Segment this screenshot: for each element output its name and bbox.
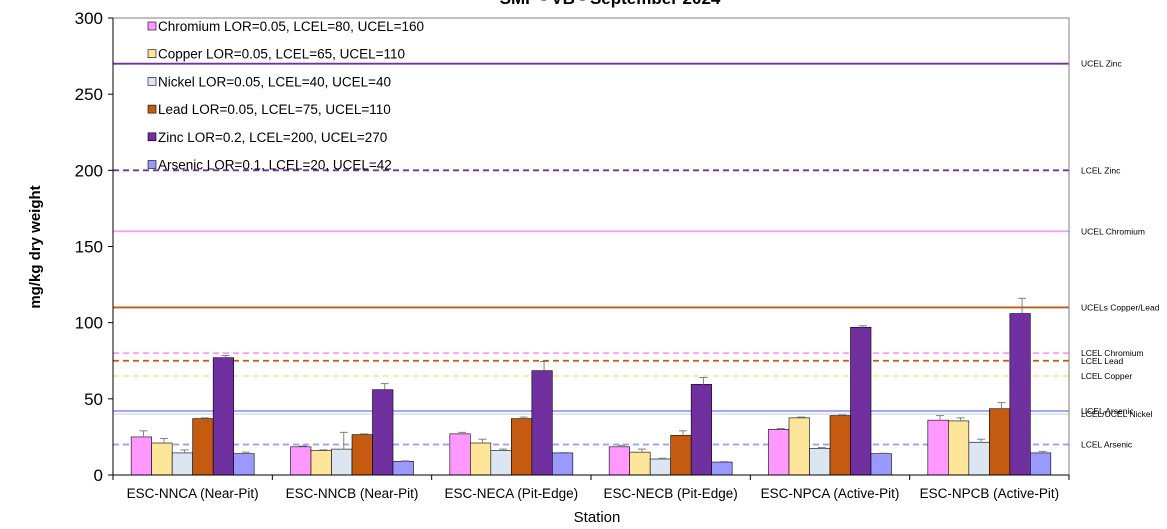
y-tick-label: 250	[75, 85, 103, 104]
legend-label: Lead LOR=0.05, LCEL=75, UCEL=110	[158, 102, 391, 117]
x-tick-label: ESC-NNCB (Near-Pit)	[286, 486, 419, 501]
bar	[649, 458, 671, 476]
bar	[989, 408, 1011, 476]
bars	[130, 297, 1052, 476]
y-tick-label: 100	[75, 314, 103, 333]
reference-line-label: LCEL/UCEL Nickel	[1081, 409, 1153, 419]
bar	[212, 357, 234, 476]
bar	[531, 370, 553, 476]
bar	[351, 434, 373, 476]
x-tick-label: ESC-NPCA (Active-Pit)	[761, 486, 900, 501]
legend-label: Chromium LOR=0.05, LCEL=80, UCEL=160	[158, 19, 424, 34]
bar	[670, 435, 692, 476]
reference-line-label: LCEL Lead	[1081, 356, 1123, 366]
bar	[690, 384, 712, 476]
y-tick-label: 300	[75, 9, 103, 28]
bar	[927, 419, 949, 476]
legend-swatch	[147, 160, 157, 169]
reference-line-label: UCELs Copper/Lead	[1081, 302, 1160, 312]
bar	[490, 450, 512, 476]
bar	[1030, 452, 1052, 476]
bar	[1009, 313, 1031, 476]
reference-line-label: UCEL Zinc	[1081, 59, 1123, 69]
y-tick-label: 0	[94, 466, 103, 485]
legend-swatch	[147, 104, 157, 114]
y-tick-label: 50	[84, 390, 103, 409]
x-tick-label: ESC-NPCB (Active-Pit)	[920, 486, 1060, 501]
legend-swatch	[147, 77, 157, 86]
bar	[711, 461, 733, 476]
reference-line-label: LCEL Copper	[1081, 371, 1132, 381]
y-tick-label: 200	[75, 161, 103, 180]
reference-lines	[113, 62, 1069, 446]
bar	[788, 417, 810, 476]
reference-line-labels: UCEL Zinc LCEL Zinc UCEL Chromium UCELs Cop…	[1081, 59, 1160, 450]
x-tick-label: ESC-NECB (Pit-Edge)	[604, 486, 738, 501]
bar	[392, 460, 414, 476]
bar	[870, 453, 892, 476]
legend: Chromium LOR=0.05, LCEL=80, UCEL=160 Copp…	[147, 19, 424, 173]
y-tick-label: 150	[75, 238, 103, 257]
bar	[192, 418, 214, 476]
bar	[948, 420, 970, 476]
legend-swatch	[147, 21, 157, 31]
bar	[331, 448, 353, 476]
bar	[968, 441, 990, 476]
bar	[608, 446, 630, 476]
bar	[511, 418, 533, 476]
bar	[768, 428, 790, 476]
bar	[552, 452, 574, 476]
legend-swatch	[147, 132, 157, 142]
bar	[850, 326, 872, 476]
x-axis-label: Station	[574, 509, 621, 526]
bar	[449, 433, 471, 476]
chart-title: SMP - VB - September 2024	[500, 0, 721, 8]
bar	[470, 442, 492, 476]
bar	[130, 436, 152, 476]
bar	[310, 450, 332, 476]
bar	[290, 446, 312, 476]
reference-line-label: LCEL Arsenic	[1081, 440, 1133, 450]
reference-line-label: UCEL Arsenic	[1081, 406, 1134, 416]
bar	[233, 453, 255, 476]
bar	[829, 415, 851, 476]
reference-line-label: LCEL Zinc	[1081, 165, 1121, 175]
y-axis-label: mg/kg dry weight	[27, 185, 44, 308]
legend-label: Copper LOR=0.05, LCEL=65, UCEL=110	[158, 47, 405, 62]
legend-label: Nickel LOR=0.05, LCEL=40, UCEL=40	[158, 74, 391, 89]
bar	[629, 451, 651, 476]
bar	[809, 448, 831, 476]
x-tick-label: ESC-NNCA (Near-Pit)	[127, 486, 259, 501]
bar	[171, 452, 193, 476]
reference-line-label: LCEL Chromium	[1081, 348, 1144, 358]
axes: 0 50 100 150 200 250 300 ESC-NNCA (Near-Pit) ESC…	[75, 9, 1070, 501]
reference-line-label: UCEL Chromium	[1081, 226, 1145, 236]
bar	[151, 442, 173, 476]
legend-swatch	[147, 49, 157, 59]
legend-label: Zinc LOR=0.2, LCEL=200, UCEL=270	[158, 130, 387, 145]
x-tick-label: ESC-NECA (Pit-Edge)	[445, 486, 579, 501]
bar	[372, 389, 394, 476]
legend-label: Arsenic LOR=0.1, LCEL=20, UCEL=42	[158, 158, 392, 173]
